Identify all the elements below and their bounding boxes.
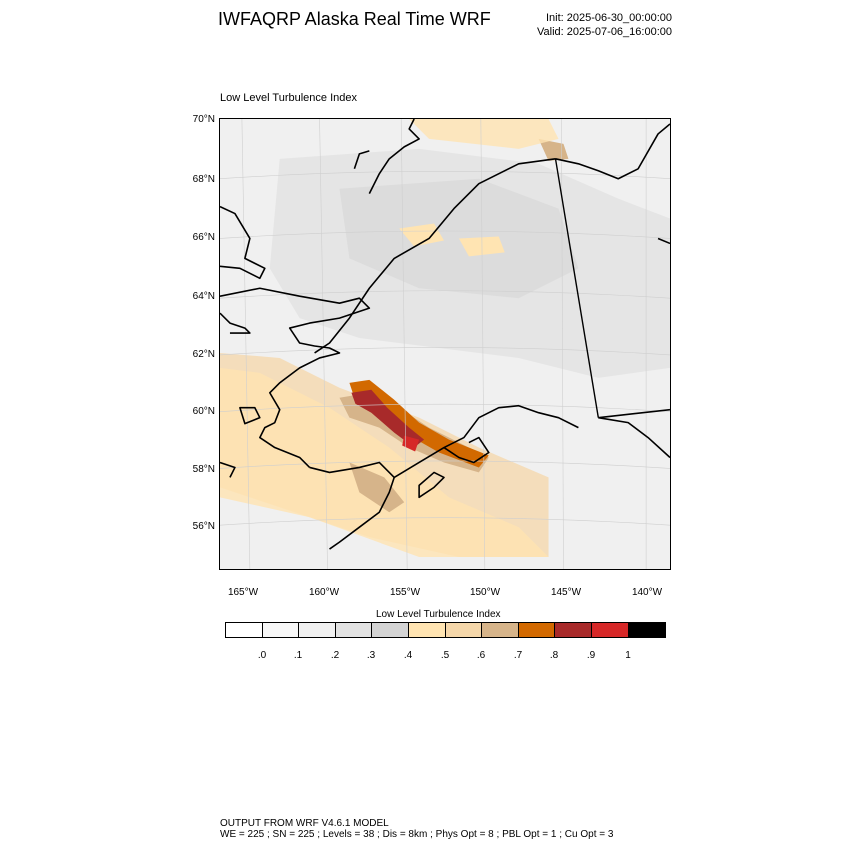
valid-time: Valid: 2025-07-06_16:00:00 (537, 26, 672, 38)
colorbar-segment (372, 623, 409, 637)
colorbar-segment (591, 623, 629, 637)
lat-label-68: 68°N (192, 174, 215, 185)
colorbar-label: .4 (403, 650, 413, 661)
colorbar-segment (335, 623, 373, 637)
colorbar-label: .2 (330, 650, 340, 661)
lon-label-150: 150°W (469, 587, 501, 598)
lat-label-62: 62°N (192, 349, 215, 360)
colorbar-segment (262, 623, 300, 637)
map-subtitle: Low Level Turbulence Index (220, 92, 357, 104)
lat-label-56: 56°N (192, 521, 215, 532)
colorbar (225, 622, 667, 638)
colorbar-label: 1 (625, 650, 631, 661)
colorbar-segment (518, 623, 556, 637)
colorbar-label: .5 (440, 650, 450, 661)
colorbar-segment (408, 623, 446, 637)
colorbar-label: .7 (513, 650, 523, 661)
colorbar-segment (628, 623, 666, 637)
turbulence-map (219, 118, 671, 570)
lon-label-155: 155°W (389, 587, 421, 598)
colorbar-segment (482, 623, 519, 637)
lon-label-160: 160°W (308, 587, 340, 598)
colorbar-label: .1 (293, 650, 303, 661)
colorbar-label: .8 (549, 650, 559, 661)
colorbar-label: .6 (476, 650, 486, 661)
init-time: Init: 2025-06-30_00:00:00 (546, 12, 672, 24)
coastline (220, 119, 670, 550)
lat-label-70: 70°N (192, 114, 215, 125)
graticule (220, 119, 670, 569)
colorbar-label: .9 (586, 650, 596, 661)
turbulence-field (220, 119, 670, 558)
lon-label-145: 145°W (550, 587, 582, 598)
lon-label-165: 165°W (227, 587, 259, 598)
lat-label-64: 64°N (192, 291, 215, 302)
footer-config-line: WE = 225 ; SN = 225 ; Levels = 38 ; Dis … (220, 829, 614, 840)
lat-label-66: 66°N (192, 232, 215, 243)
lat-label-58: 58°N (192, 464, 215, 475)
colorbar-segment (226, 623, 263, 637)
page-title: IWFAQRP Alaska Real Time WRF (218, 9, 491, 29)
footer-model-line: OUTPUT FROM WRF V4.6.1 MODEL (220, 818, 389, 829)
colorbar-label: .0 (257, 650, 267, 661)
lon-label-140: 140°W (631, 587, 663, 598)
colorbar-segment (299, 623, 336, 637)
colorbar-segment (445, 623, 483, 637)
colorbar-label: .3 (366, 650, 376, 661)
colorbar-segment (555, 623, 592, 637)
colorbar-title: Low Level Turbulence Index (376, 609, 501, 620)
lat-label-60: 60°N (192, 406, 215, 417)
